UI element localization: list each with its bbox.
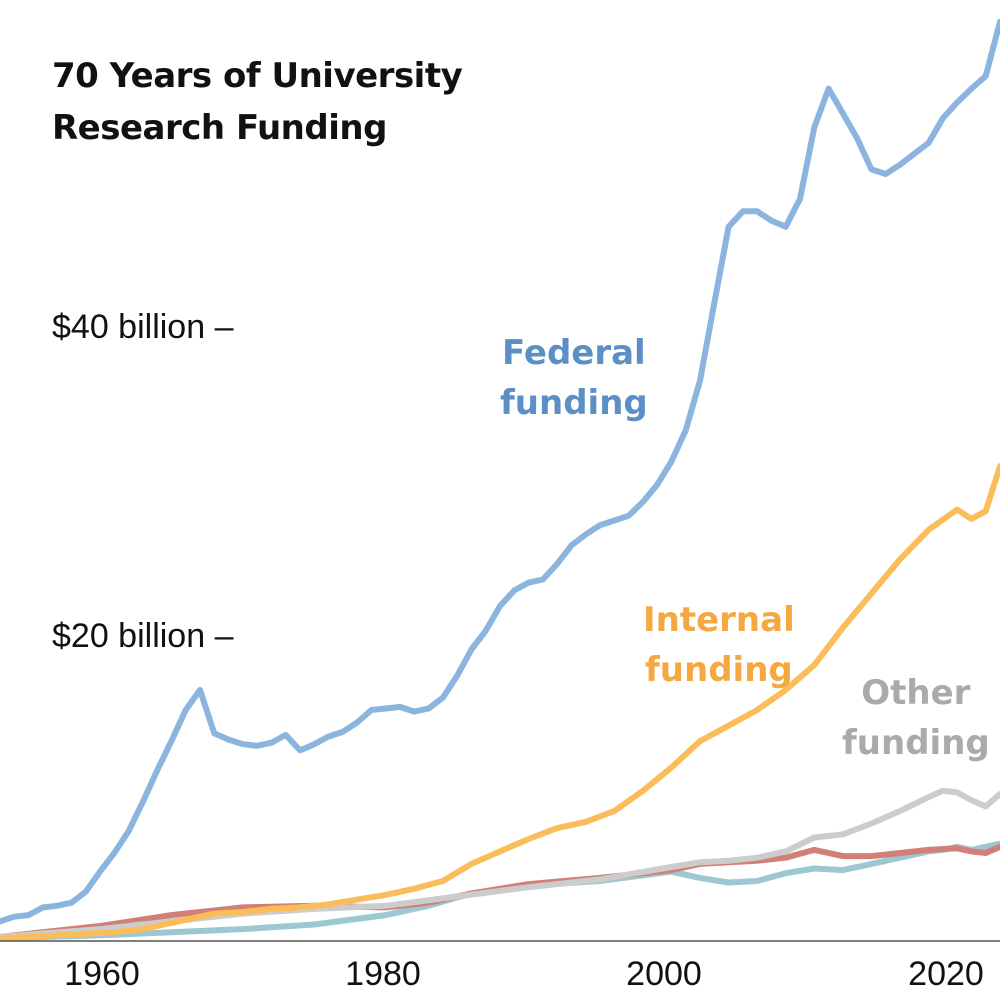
federal-funding-label-line-2: funding xyxy=(500,383,648,423)
y-tick-label-40b: $40 billion – xyxy=(52,308,234,346)
federal-funding-line xyxy=(0,18,1000,925)
y-tick-label-20b: $20 billion – xyxy=(52,617,234,655)
x-tick-label-1960: 1960 xyxy=(64,955,140,993)
chart-title-line-1: 70 Years of University xyxy=(52,56,463,96)
internal-funding-label-line-2: funding xyxy=(645,650,793,690)
x-tick-label-2000: 2000 xyxy=(626,955,702,993)
other-funding-label-line-1: Other xyxy=(861,673,971,713)
chart-title: 70 Years of University Research Funding xyxy=(52,50,463,154)
x-tick-label-2020: 2020 xyxy=(908,955,984,993)
x-tick-label-1980: 1980 xyxy=(345,955,421,993)
chart-title-line-2: Research Funding xyxy=(52,108,387,148)
series-lines xyxy=(0,18,1000,942)
internal-funding-line xyxy=(0,463,1000,942)
other-funding-line xyxy=(0,787,1000,940)
internal-funding-label: Internal funding xyxy=(643,595,795,695)
other-funding-label: Other funding xyxy=(842,668,990,768)
federal-funding-label: Federal funding xyxy=(500,328,648,428)
federal-funding-label-line-1: Federal xyxy=(502,333,646,373)
other-funding-label-line-2: funding xyxy=(842,723,990,763)
internal-funding-label-line-1: Internal xyxy=(643,600,795,640)
